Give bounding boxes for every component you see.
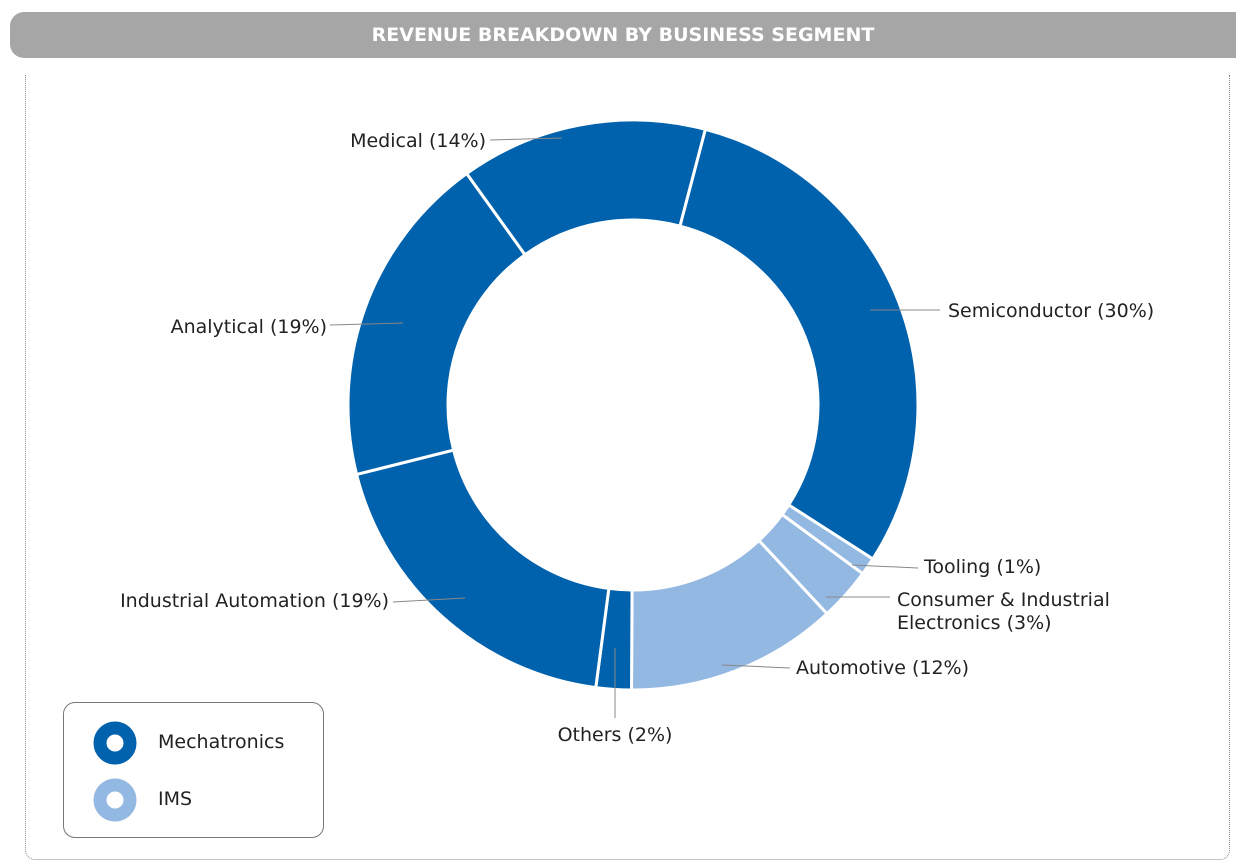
slice-label: Medical (14%) bbox=[350, 130, 486, 153]
value-label: (19%) bbox=[331, 590, 389, 612]
leader-line bbox=[721, 664, 791, 669]
category-name: Others bbox=[557, 724, 622, 746]
title-bar: REVENUE BREAKDOWN BY BUSINESS SEGMENT bbox=[10, 12, 1236, 58]
value-label: (2%) bbox=[627, 724, 673, 746]
leader-line bbox=[489, 137, 563, 141]
legend-label: IMS bbox=[158, 788, 193, 810]
slice-label: Tooling (1%) bbox=[924, 556, 1041, 579]
value-label: (30%) bbox=[1097, 300, 1155, 322]
value-label: (3%) bbox=[1006, 612, 1052, 634]
value-label: (14%) bbox=[428, 130, 486, 152]
chart-frame bbox=[25, 75, 1230, 860]
category-name: Analytical bbox=[170, 316, 264, 338]
category-name: Consumer & Industrial Electronics bbox=[897, 589, 1110, 634]
legend bbox=[63, 702, 324, 838]
value-label: (12%) bbox=[911, 657, 970, 679]
donut-slice bbox=[354, 448, 611, 690]
value-label: (1%) bbox=[996, 556, 1042, 578]
value-label: (19%) bbox=[269, 316, 327, 338]
slice-label: Semiconductor (30%) bbox=[948, 300, 1154, 323]
category-name: Automotive bbox=[796, 657, 906, 679]
legend-swatch bbox=[93, 778, 137, 822]
legend-swatch bbox=[93, 721, 137, 765]
donut-slice bbox=[346, 171, 528, 477]
category-name: Tooling bbox=[924, 556, 991, 578]
leader-line bbox=[392, 597, 466, 603]
slice-label: Others (2%) bbox=[558, 724, 673, 747]
leader-line bbox=[851, 564, 919, 569]
slice-label: Consumer & Industrial Electronics (3%) bbox=[897, 589, 1127, 635]
legend-label: Mechatronics bbox=[158, 731, 285, 753]
slice-label: Analytical (19%) bbox=[171, 316, 327, 339]
category-name: Semiconductor bbox=[948, 300, 1092, 322]
category-name: Industrial Automation bbox=[120, 590, 326, 612]
donut-slice bbox=[464, 118, 708, 257]
slice-label: Automotive (12%) bbox=[796, 657, 969, 680]
leader-line bbox=[329, 322, 404, 326]
donut-slice bbox=[678, 127, 920, 562]
chart-title: REVENUE BREAKDOWN BY BUSINESS SEGMENT bbox=[371, 24, 875, 46]
category-name: Medical bbox=[350, 130, 423, 152]
slice-label: Industrial Automation (19%) bbox=[120, 590, 389, 613]
